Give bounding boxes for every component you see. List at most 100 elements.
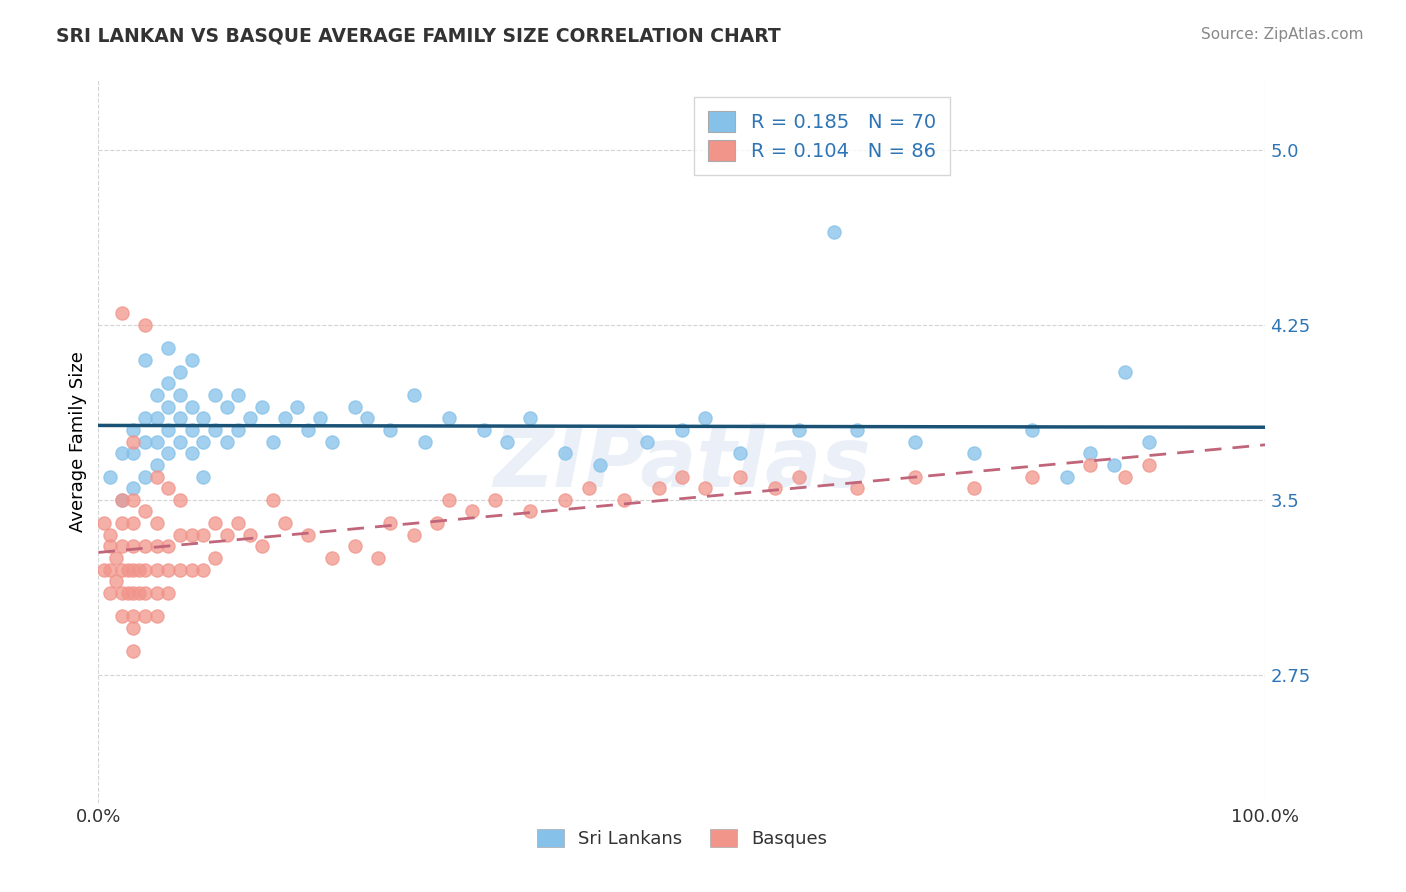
Point xyxy=(98,528,121,542)
Point xyxy=(344,540,367,554)
Point xyxy=(111,540,134,554)
Point xyxy=(380,516,402,530)
Point xyxy=(146,434,169,449)
Point xyxy=(122,609,145,624)
Point xyxy=(134,353,156,368)
Point xyxy=(262,434,284,449)
Point xyxy=(437,492,460,507)
Point xyxy=(117,563,139,577)
Point xyxy=(193,469,215,483)
Point xyxy=(169,563,191,577)
Point xyxy=(1080,446,1102,460)
Point xyxy=(122,516,145,530)
Point xyxy=(134,609,156,624)
Point xyxy=(180,423,202,437)
Point xyxy=(904,469,927,483)
Point xyxy=(157,446,180,460)
Point xyxy=(169,411,191,425)
Point xyxy=(180,353,202,368)
Point xyxy=(134,563,156,577)
Point xyxy=(146,411,169,425)
Point xyxy=(122,492,145,507)
Point xyxy=(1137,458,1160,472)
Point xyxy=(647,481,669,495)
Point xyxy=(215,528,238,542)
Point xyxy=(402,528,425,542)
Point xyxy=(193,411,215,425)
Point xyxy=(134,504,156,518)
Point xyxy=(962,481,984,495)
Point xyxy=(111,492,134,507)
Point xyxy=(519,411,541,425)
Point xyxy=(228,388,250,402)
Point xyxy=(496,434,519,449)
Point xyxy=(146,540,169,554)
Point xyxy=(1021,469,1043,483)
Point xyxy=(730,446,752,460)
Point xyxy=(98,540,121,554)
Point xyxy=(134,411,156,425)
Point xyxy=(134,469,156,483)
Text: Source: ZipAtlas.com: Source: ZipAtlas.com xyxy=(1201,27,1364,42)
Point xyxy=(763,481,786,495)
Point xyxy=(122,644,145,658)
Point xyxy=(356,411,378,425)
Point xyxy=(285,400,308,414)
Point xyxy=(262,492,284,507)
Point xyxy=(461,504,484,518)
Point xyxy=(180,563,202,577)
Point xyxy=(380,423,402,437)
Point xyxy=(344,400,367,414)
Point xyxy=(472,423,495,437)
Point xyxy=(98,469,121,483)
Point xyxy=(111,516,134,530)
Point xyxy=(146,388,169,402)
Point xyxy=(180,446,202,460)
Point xyxy=(321,434,343,449)
Point xyxy=(554,446,576,460)
Point xyxy=(169,365,191,379)
Point xyxy=(228,516,250,530)
Point xyxy=(157,540,180,554)
Point xyxy=(1021,423,1043,437)
Point xyxy=(104,551,127,566)
Point xyxy=(169,492,191,507)
Point xyxy=(613,492,636,507)
Point xyxy=(904,434,927,449)
Point xyxy=(204,423,226,437)
Point xyxy=(1137,434,1160,449)
Point xyxy=(671,469,693,483)
Point xyxy=(554,492,576,507)
Point xyxy=(128,586,150,600)
Point xyxy=(730,469,752,483)
Point xyxy=(111,446,134,460)
Point xyxy=(134,540,156,554)
Point xyxy=(250,540,273,554)
Point xyxy=(122,563,145,577)
Point xyxy=(426,516,449,530)
Point xyxy=(98,586,121,600)
Point xyxy=(695,481,717,495)
Point xyxy=(180,528,202,542)
Point xyxy=(111,609,134,624)
Point xyxy=(250,400,273,414)
Point xyxy=(157,563,180,577)
Point xyxy=(169,528,191,542)
Point xyxy=(437,411,460,425)
Point xyxy=(157,481,180,495)
Point xyxy=(146,609,169,624)
Point xyxy=(122,423,145,437)
Legend: Sri Lankans, Basques: Sri Lankans, Basques xyxy=(530,822,834,855)
Point xyxy=(1080,458,1102,472)
Point xyxy=(169,388,191,402)
Point xyxy=(146,458,169,472)
Point xyxy=(215,400,238,414)
Point xyxy=(695,411,717,425)
Point xyxy=(134,318,156,332)
Point xyxy=(146,516,169,530)
Point xyxy=(1056,469,1078,483)
Point xyxy=(111,586,134,600)
Point xyxy=(157,400,180,414)
Point xyxy=(157,586,180,600)
Point xyxy=(636,434,658,449)
